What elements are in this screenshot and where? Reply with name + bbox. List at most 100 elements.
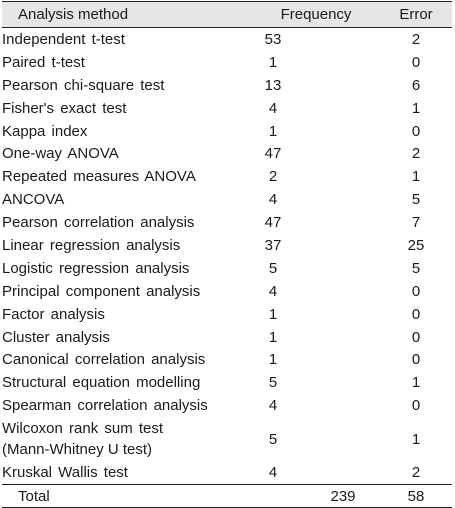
frequency-cell: 5 <box>252 417 380 461</box>
table-row: One-way ANOVA 47 2 <box>2 142 452 165</box>
table-row: Structural equation modelling 5 1 <box>2 371 452 394</box>
header-frequency: Frequency <box>252 1 380 28</box>
frequency-value: 4 <box>268 282 278 300</box>
frequency-cell: 4 <box>252 97 380 120</box>
error-cell: 0 <box>411 351 421 369</box>
table-row: Wilcoxon rank sum test (Mann-Whitney U te… <box>2 417 452 461</box>
frequency-value: 5 <box>268 259 278 277</box>
frequency-value: 47 <box>264 145 282 163</box>
frequency-cell: 37 <box>252 234 380 257</box>
frequency-cell: 1 <box>252 120 380 143</box>
error-cell: 1 <box>411 168 421 186</box>
analysis-method-name: Spearman correlation analysis <box>2 397 208 415</box>
analysis-method-cell: Kruskal Wallis test <box>2 461 252 484</box>
analysis-method-cell: Logistic regression analysis <box>2 257 252 280</box>
frequency-value: 4 <box>268 191 278 209</box>
frequency-value: 1 <box>268 122 278 140</box>
frequency-value: 4 <box>268 397 278 415</box>
error-cell: 5 <box>411 259 421 277</box>
frequency-value: 5 <box>268 374 278 392</box>
analysis-method-cell: Wilcoxon rank sum test (Mann-Whitney U te… <box>2 417 252 461</box>
frequency-value: 1 <box>268 305 278 323</box>
analysis-method-cell: Fisher's exact test <box>2 97 252 120</box>
frequency-cell: 1 <box>252 303 380 326</box>
error-cell: 0 <box>411 53 421 71</box>
frequency-cell: 5 <box>252 257 380 280</box>
frequency-cell: 4 <box>252 394 380 417</box>
frequency-value: 37 <box>264 236 282 254</box>
analysis-method-cell: Canonical correlation analysis <box>2 348 252 371</box>
analysis-method-name: Fisher's exact test <box>2 99 127 117</box>
analysis-method-cell: Cluster analysis <box>2 326 252 349</box>
table-row: Pearson correlation analysis 47 7 <box>2 211 452 234</box>
frequency-cell: 53 <box>252 28 380 51</box>
total-frequency-value: 239 <box>330 487 356 505</box>
header-row: Analysis method Frequency Error <box>2 1 452 28</box>
error-cell: 1 <box>411 99 421 117</box>
analysis-method-name: Paired t-test <box>2 53 85 71</box>
analysis-method-name: ANCOVA <box>2 191 65 209</box>
frequency-cell: 47 <box>252 211 380 234</box>
frequency-value: 1 <box>268 351 278 369</box>
error-cell: 2 <box>411 464 421 482</box>
analysis-method-cell: Spearman correlation analysis <box>2 394 252 417</box>
analysis-method-name: Pearson chi-square test <box>2 76 165 94</box>
frequency-cell: 1 <box>252 326 380 349</box>
analysis-method-name: One-way ANOVA <box>2 145 119 163</box>
analysis-method-cell: ANCOVA <box>2 188 252 211</box>
analysis-method-name: Cluster analysis <box>2 328 110 346</box>
total-error: 58 <box>380 484 452 508</box>
analysis-method-cell: Linear regression analysis <box>2 234 252 257</box>
table-row: Kappa index 1 0 <box>2 120 452 143</box>
analysis-method-name: Logistic regression analysis <box>2 259 190 277</box>
analysis-method-cell: One-way ANOVA <box>2 142 252 165</box>
header-analysis-method: Analysis method <box>2 1 252 28</box>
frequency-value: 5 <box>268 430 278 448</box>
analysis-method-name: Independent t-test <box>2 30 125 48</box>
total-label: Total <box>2 484 252 508</box>
table-row: Repeated measures ANOVA 2 1 <box>2 165 452 188</box>
error-cell: 0 <box>411 328 421 346</box>
error-cell: 25 <box>407 236 425 254</box>
frequency-cell: 1 <box>252 51 380 74</box>
analysis-method-name: Principal component analysis <box>2 282 201 300</box>
error-cell: 6 <box>411 76 421 94</box>
error-cell: 0 <box>411 282 421 300</box>
analysis-method-cell: Pearson correlation analysis <box>2 211 252 234</box>
analysis-method-name-line2: (Mann-Whitney U test) <box>2 441 153 459</box>
table-row: Fisher's exact test 4 1 <box>2 97 452 120</box>
error-cell: 7 <box>411 214 421 232</box>
error-cell: 1 <box>411 374 421 392</box>
analysis-method-name: Factor analysis <box>2 305 105 323</box>
frequency-cell: 4 <box>252 461 380 484</box>
frequency-cell: 2 <box>252 165 380 188</box>
table-row: Kruskal Wallis test 4 2 <box>2 461 452 484</box>
table-row: Independent t-test 53 2 <box>2 28 452 51</box>
error-cell: 5 <box>411 191 421 209</box>
header-error: Error <box>380 1 452 28</box>
analysis-method-cell: Independent t-test <box>2 28 252 51</box>
frequency-cell: 4 <box>252 280 380 303</box>
analysis-method-name: Pearson correlation analysis <box>2 214 195 232</box>
analysis-method-name: Linear regression analysis <box>2 236 181 254</box>
frequency-value: 2 <box>268 168 278 186</box>
analysis-method-name: Structural equation modelling <box>2 374 201 392</box>
analysis-method-cell: Pearson chi-square test <box>2 74 252 97</box>
analysis-method-name: Kappa index <box>2 122 88 140</box>
frequency-cell: 47 <box>252 142 380 165</box>
error-cell: 2 <box>411 30 421 48</box>
analysis-method-name: Wilcoxon rank sum test <box>2 420 164 438</box>
analysis-method-cell: Factor analysis <box>2 303 252 326</box>
frequency-value: 13 <box>264 76 282 94</box>
table-row: Cluster analysis 1 0 <box>2 326 452 349</box>
frequency-value: 47 <box>264 214 282 232</box>
frequency-value: 1 <box>268 328 278 346</box>
frequency-value: 4 <box>268 99 278 117</box>
analysis-method-name: Canonical correlation analysis <box>2 351 206 369</box>
error-cell: 0 <box>411 122 421 140</box>
frequency-cell: 5 <box>252 371 380 394</box>
frequency-cell: 1 <box>252 348 380 371</box>
error-cell: 2 <box>411 145 421 163</box>
total-frequency: 239 <box>252 484 380 508</box>
analysis-method-cell: Kappa index <box>2 120 252 143</box>
